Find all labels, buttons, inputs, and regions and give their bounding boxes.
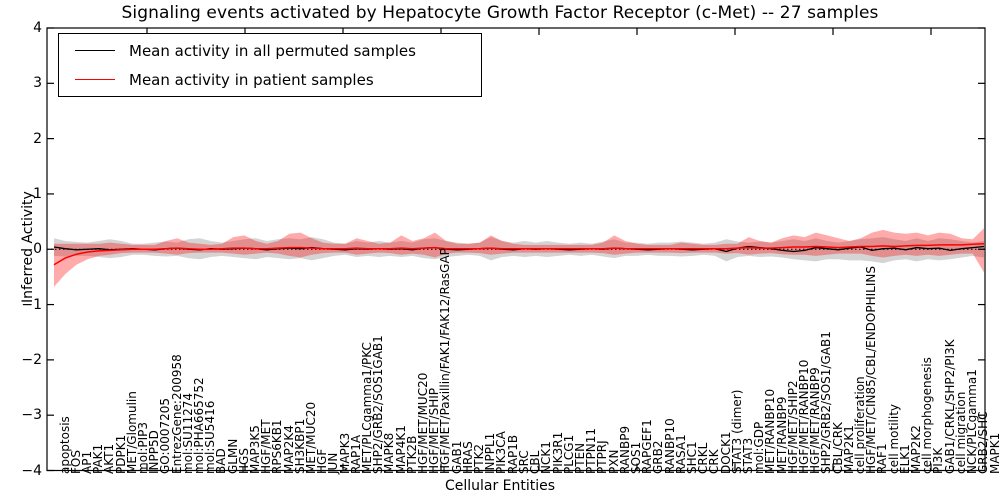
x-axis-label: Cellular Entities — [444, 478, 556, 494]
permuted-line-swatch — [75, 50, 115, 51]
permuted-samples-range — [54, 237, 984, 264]
patient-line-swatch — [75, 79, 115, 80]
y-tick-label: 0 — [33, 241, 42, 258]
legend-box: Mean activity in all permuted samples Me… — [58, 33, 482, 97]
patient-samples-range — [54, 228, 984, 287]
y-tick-label: 2 — [33, 130, 42, 147]
y-tick-label: −4 — [21, 462, 42, 479]
y-tick-label: −1 — [21, 296, 42, 313]
patient-mean-line — [53, 242, 985, 266]
y-tick-label: 1 — [33, 185, 42, 202]
y-tick-label: 4 — [33, 20, 42, 36]
x-tick-label: MAPK1 — [987, 432, 1000, 474]
y-tick-label: −3 — [21, 407, 42, 424]
y-tick-label: −2 — [21, 351, 42, 368]
legend-label-permuted: Mean activity in all permuted samples — [129, 41, 416, 60]
y-tick-label: 3 — [33, 75, 42, 92]
chart-title: Signaling events activated by Hepatocyte… — [121, 3, 879, 23]
legend-entry-permuted: Mean activity in all permuted samples — [59, 42, 481, 60]
legend-label-patient: Mean activity in patient samples — [129, 70, 374, 89]
legend-entry-patient: Mean activity in patient samples — [59, 71, 481, 89]
